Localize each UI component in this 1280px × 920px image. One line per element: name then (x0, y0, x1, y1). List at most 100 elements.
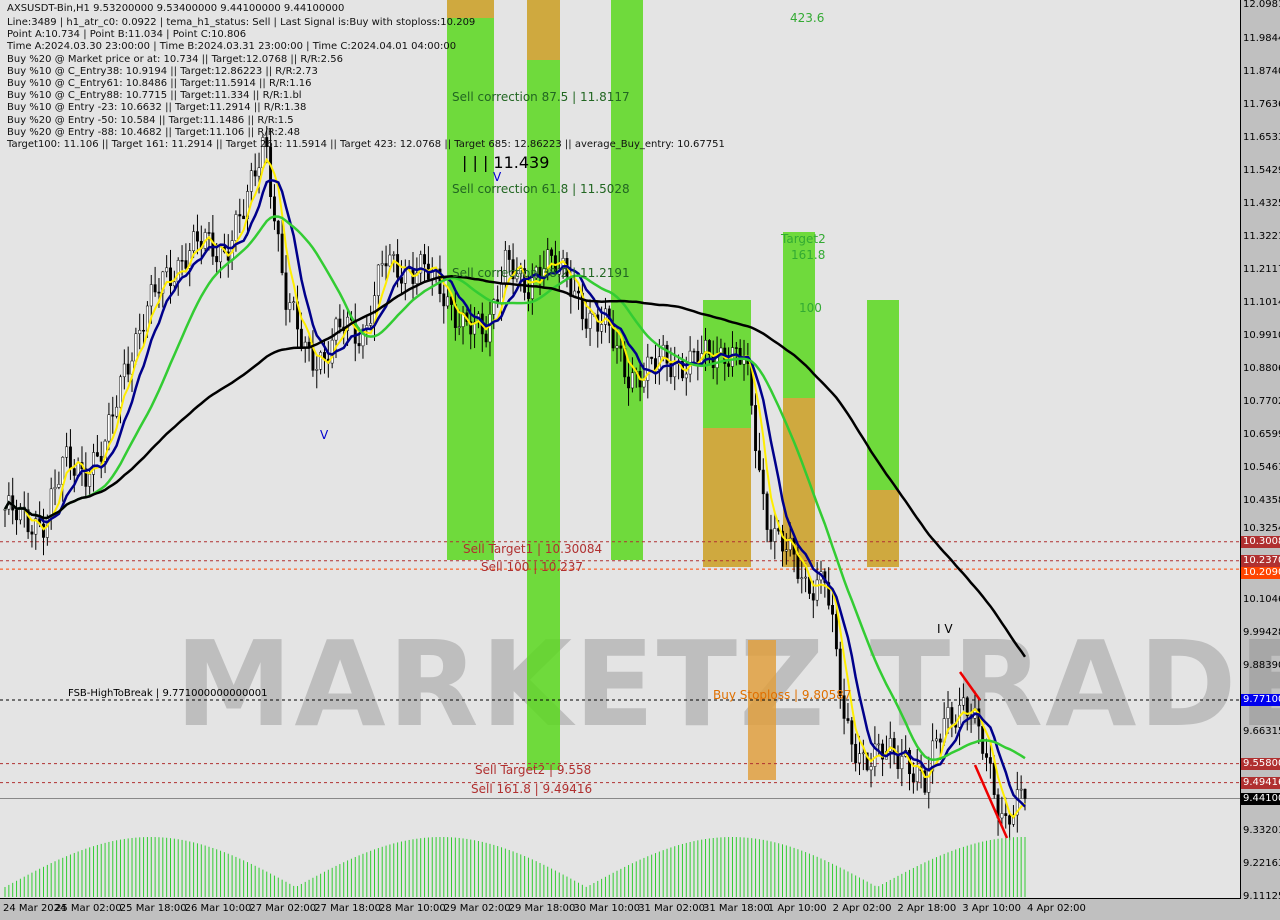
y-tick-label: 9.11125 (1243, 891, 1280, 902)
candle-body (734, 347, 738, 349)
candle-body (842, 695, 846, 719)
candle-body (65, 446, 69, 458)
candle-body (861, 752, 865, 755)
candle-body (1004, 813, 1008, 816)
x-tick-label: 1 Apr 10:00 (767, 903, 827, 914)
candle-body (180, 260, 184, 262)
price-level-tag: 10.2370 (1241, 554, 1280, 567)
candle-body (784, 549, 788, 552)
candle-body (707, 340, 711, 355)
candle-body (138, 329, 142, 334)
candle-body (877, 743, 881, 746)
candle-body (384, 263, 388, 267)
candle-body (507, 250, 511, 260)
candle-body (985, 753, 988, 758)
sell-correction-382: Sell correction 38.2 | 11.2191 (452, 266, 630, 280)
candle-body (788, 537, 792, 551)
level-423-label: 423.6 (790, 11, 825, 25)
candle-body (122, 363, 126, 378)
candle-body (596, 314, 600, 332)
signal-zone (867, 490, 899, 567)
price-level-tag: 10.2090 (1241, 566, 1280, 579)
candle-body (781, 530, 784, 552)
candle-body (272, 196, 276, 222)
candle-body (134, 333, 138, 362)
info-line: Line:3489 | h1_atr_c0: 0.0922 | tema_h1_… (7, 17, 476, 28)
wave-v-label: V (320, 428, 329, 442)
candle-body (684, 373, 688, 379)
candle-body (30, 531, 34, 535)
buy-stoploss-label: Buy Stoploss | 9.80587 (713, 688, 852, 702)
y-tick-label: 11.9844 (1243, 32, 1280, 44)
candle-body (396, 254, 400, 278)
wave-iv-label: I V (937, 622, 953, 636)
candle-body (765, 493, 769, 530)
candle-body (911, 773, 915, 783)
y-tick-label: 11.8740 (1243, 65, 1280, 77)
candle-body (115, 406, 119, 417)
info-line: Buy %20 @ Market price or at: 10.734 || … (7, 53, 343, 65)
candle-body (84, 468, 88, 487)
candle-body (865, 752, 869, 771)
x-tick-label: 27 Mar 18:00 (314, 903, 381, 914)
y-tick-label: 11.1014 (1243, 296, 1280, 308)
candle-body (1008, 815, 1012, 825)
x-tick-label: 28 Mar 10:00 (379, 903, 446, 914)
candle-body (88, 474, 92, 487)
candle-body (619, 345, 623, 349)
candle-body (192, 231, 196, 251)
candle-body (11, 495, 15, 511)
candle-body (380, 263, 384, 266)
ma-fast-line (4, 157, 1026, 819)
candle-body (376, 264, 380, 296)
candle-body (604, 308, 607, 325)
candle-body (392, 254, 396, 256)
candle-body (530, 277, 534, 299)
candle-body (988, 757, 992, 764)
candle-body (3, 508, 7, 511)
symbol-info: AXSUSDT-Bin,H1 9.53200000 9.53400000 9.4… (7, 3, 345, 14)
candle-body (642, 380, 646, 388)
sell-100-label: Sell 100 | 10.237 (481, 560, 584, 574)
candle-body (511, 259, 515, 280)
x-tick-label: 26 Mar 10:00 (184, 903, 252, 914)
candle-body (923, 770, 927, 793)
candle-body (484, 333, 488, 343)
candle-body (673, 363, 677, 378)
candle-body (873, 743, 877, 767)
candle-body (276, 220, 280, 235)
candle-body (754, 405, 758, 452)
info-line: Time A:2024.03.30 23:00:00 | Time B:2024… (7, 41, 457, 53)
candle-body (804, 576, 808, 579)
candle-body (727, 363, 731, 367)
candle-body (1000, 813, 1004, 819)
signal-zone (703, 428, 751, 567)
candle-body (142, 329, 146, 332)
candle-body (415, 272, 419, 284)
y-tick-label: 11.6533 (1243, 131, 1280, 143)
candle-body (253, 170, 257, 177)
candle-body (257, 167, 261, 177)
candle-body (234, 214, 238, 241)
candle-body (992, 763, 996, 795)
candle-body (49, 488, 53, 518)
info-line: Buy %10 @ C_Entry38: 10.9194 || Target:1… (7, 65, 318, 77)
candle-body (153, 284, 157, 293)
candle-body (284, 272, 288, 310)
x-tick-label: 25 Mar 02:00 (55, 903, 122, 914)
candle-body (249, 170, 253, 192)
candle-body (292, 301, 296, 303)
candle-body (265, 137, 269, 147)
candle-body (157, 291, 161, 294)
watermark: MARKETZ TRADE (175, 615, 1280, 753)
candle-body (446, 296, 450, 307)
x-tick-label: 31 Mar 02:00 (638, 903, 705, 914)
y-tick-label: 10.9910 (1243, 329, 1280, 341)
y-tick-label: 10.4358 (1243, 495, 1280, 507)
candle-body (26, 509, 30, 533)
candle-body (834, 614, 838, 650)
info-line: Buy %20 @ Entry -88: 10.4682 || Target:1… (7, 126, 300, 138)
candle-body (550, 249, 554, 256)
candle-body (149, 284, 153, 307)
target2-label: Target2 (781, 232, 826, 246)
